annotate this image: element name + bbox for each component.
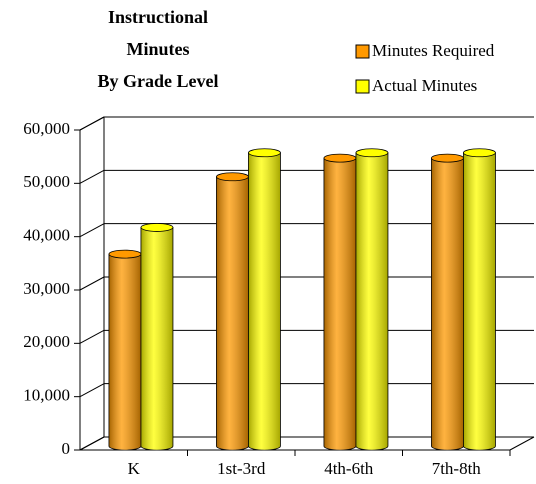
- y-tick-label: 50,000: [23, 172, 70, 191]
- grid-line: [79, 276, 105, 291]
- legend: Minutes Required Actual Minutes: [355, 41, 495, 95]
- legend-label: Actual Minutes: [372, 76, 477, 95]
- bar: [216, 172, 249, 451]
- bar-shade: [140, 227, 173, 451]
- bar-top: [323, 153, 357, 163]
- title: Instructional Minutes By Grade Level: [98, 7, 219, 91]
- bar-shade: [431, 158, 464, 451]
- y-tick-label: 60,000: [23, 119, 70, 138]
- bar-shade: [216, 176, 249, 451]
- bar: [463, 148, 496, 451]
- y-tick-label: 40,000: [23, 226, 70, 245]
- legend-swatch: [355, 79, 370, 94]
- chart-title: By Grade Level: [98, 71, 219, 91]
- bar-top: [140, 223, 174, 232]
- y-tick-label: 10,000: [23, 386, 70, 405]
- legend-swatch: [355, 44, 370, 59]
- grid-line: [79, 116, 105, 131]
- grid-line: [79, 169, 105, 184]
- bar-shade: [248, 152, 281, 451]
- grid-line: [79, 383, 105, 398]
- bar-top: [108, 249, 142, 259]
- grid-line: [79, 223, 105, 238]
- bar-top: [431, 153, 464, 163]
- grid-line: [79, 436, 105, 451]
- x-tick-label: K: [128, 459, 141, 478]
- bar: [431, 153, 464, 451]
- bar: [140, 223, 174, 451]
- y-tick-label: 30,000: [23, 279, 70, 298]
- grid-line: [79, 329, 105, 344]
- bar: [323, 153, 357, 451]
- bar-shade: [355, 152, 388, 451]
- y-tick-label: 20,000: [23, 332, 70, 351]
- chart-title: Instructional: [108, 7, 208, 27]
- bar-top: [216, 172, 249, 182]
- bar-top: [248, 148, 281, 158]
- x-tick-label: 7th-8th: [432, 459, 482, 478]
- bar: [108, 249, 142, 451]
- bar: [248, 148, 281, 451]
- bar-shade: [108, 254, 141, 451]
- x-tick-label: 4th-6th: [324, 459, 374, 478]
- x-tick-label: 1st-3rd: [217, 459, 266, 478]
- y-tick-label: 0: [62, 439, 71, 458]
- bar-top: [355, 148, 389, 158]
- bar: [355, 148, 389, 451]
- chart-title: Minutes: [127, 39, 190, 59]
- legend-label: Minutes Required: [372, 41, 495, 60]
- bar-shade: [323, 158, 356, 451]
- bar-top: [463, 148, 496, 158]
- bar-shade: [463, 152, 496, 451]
